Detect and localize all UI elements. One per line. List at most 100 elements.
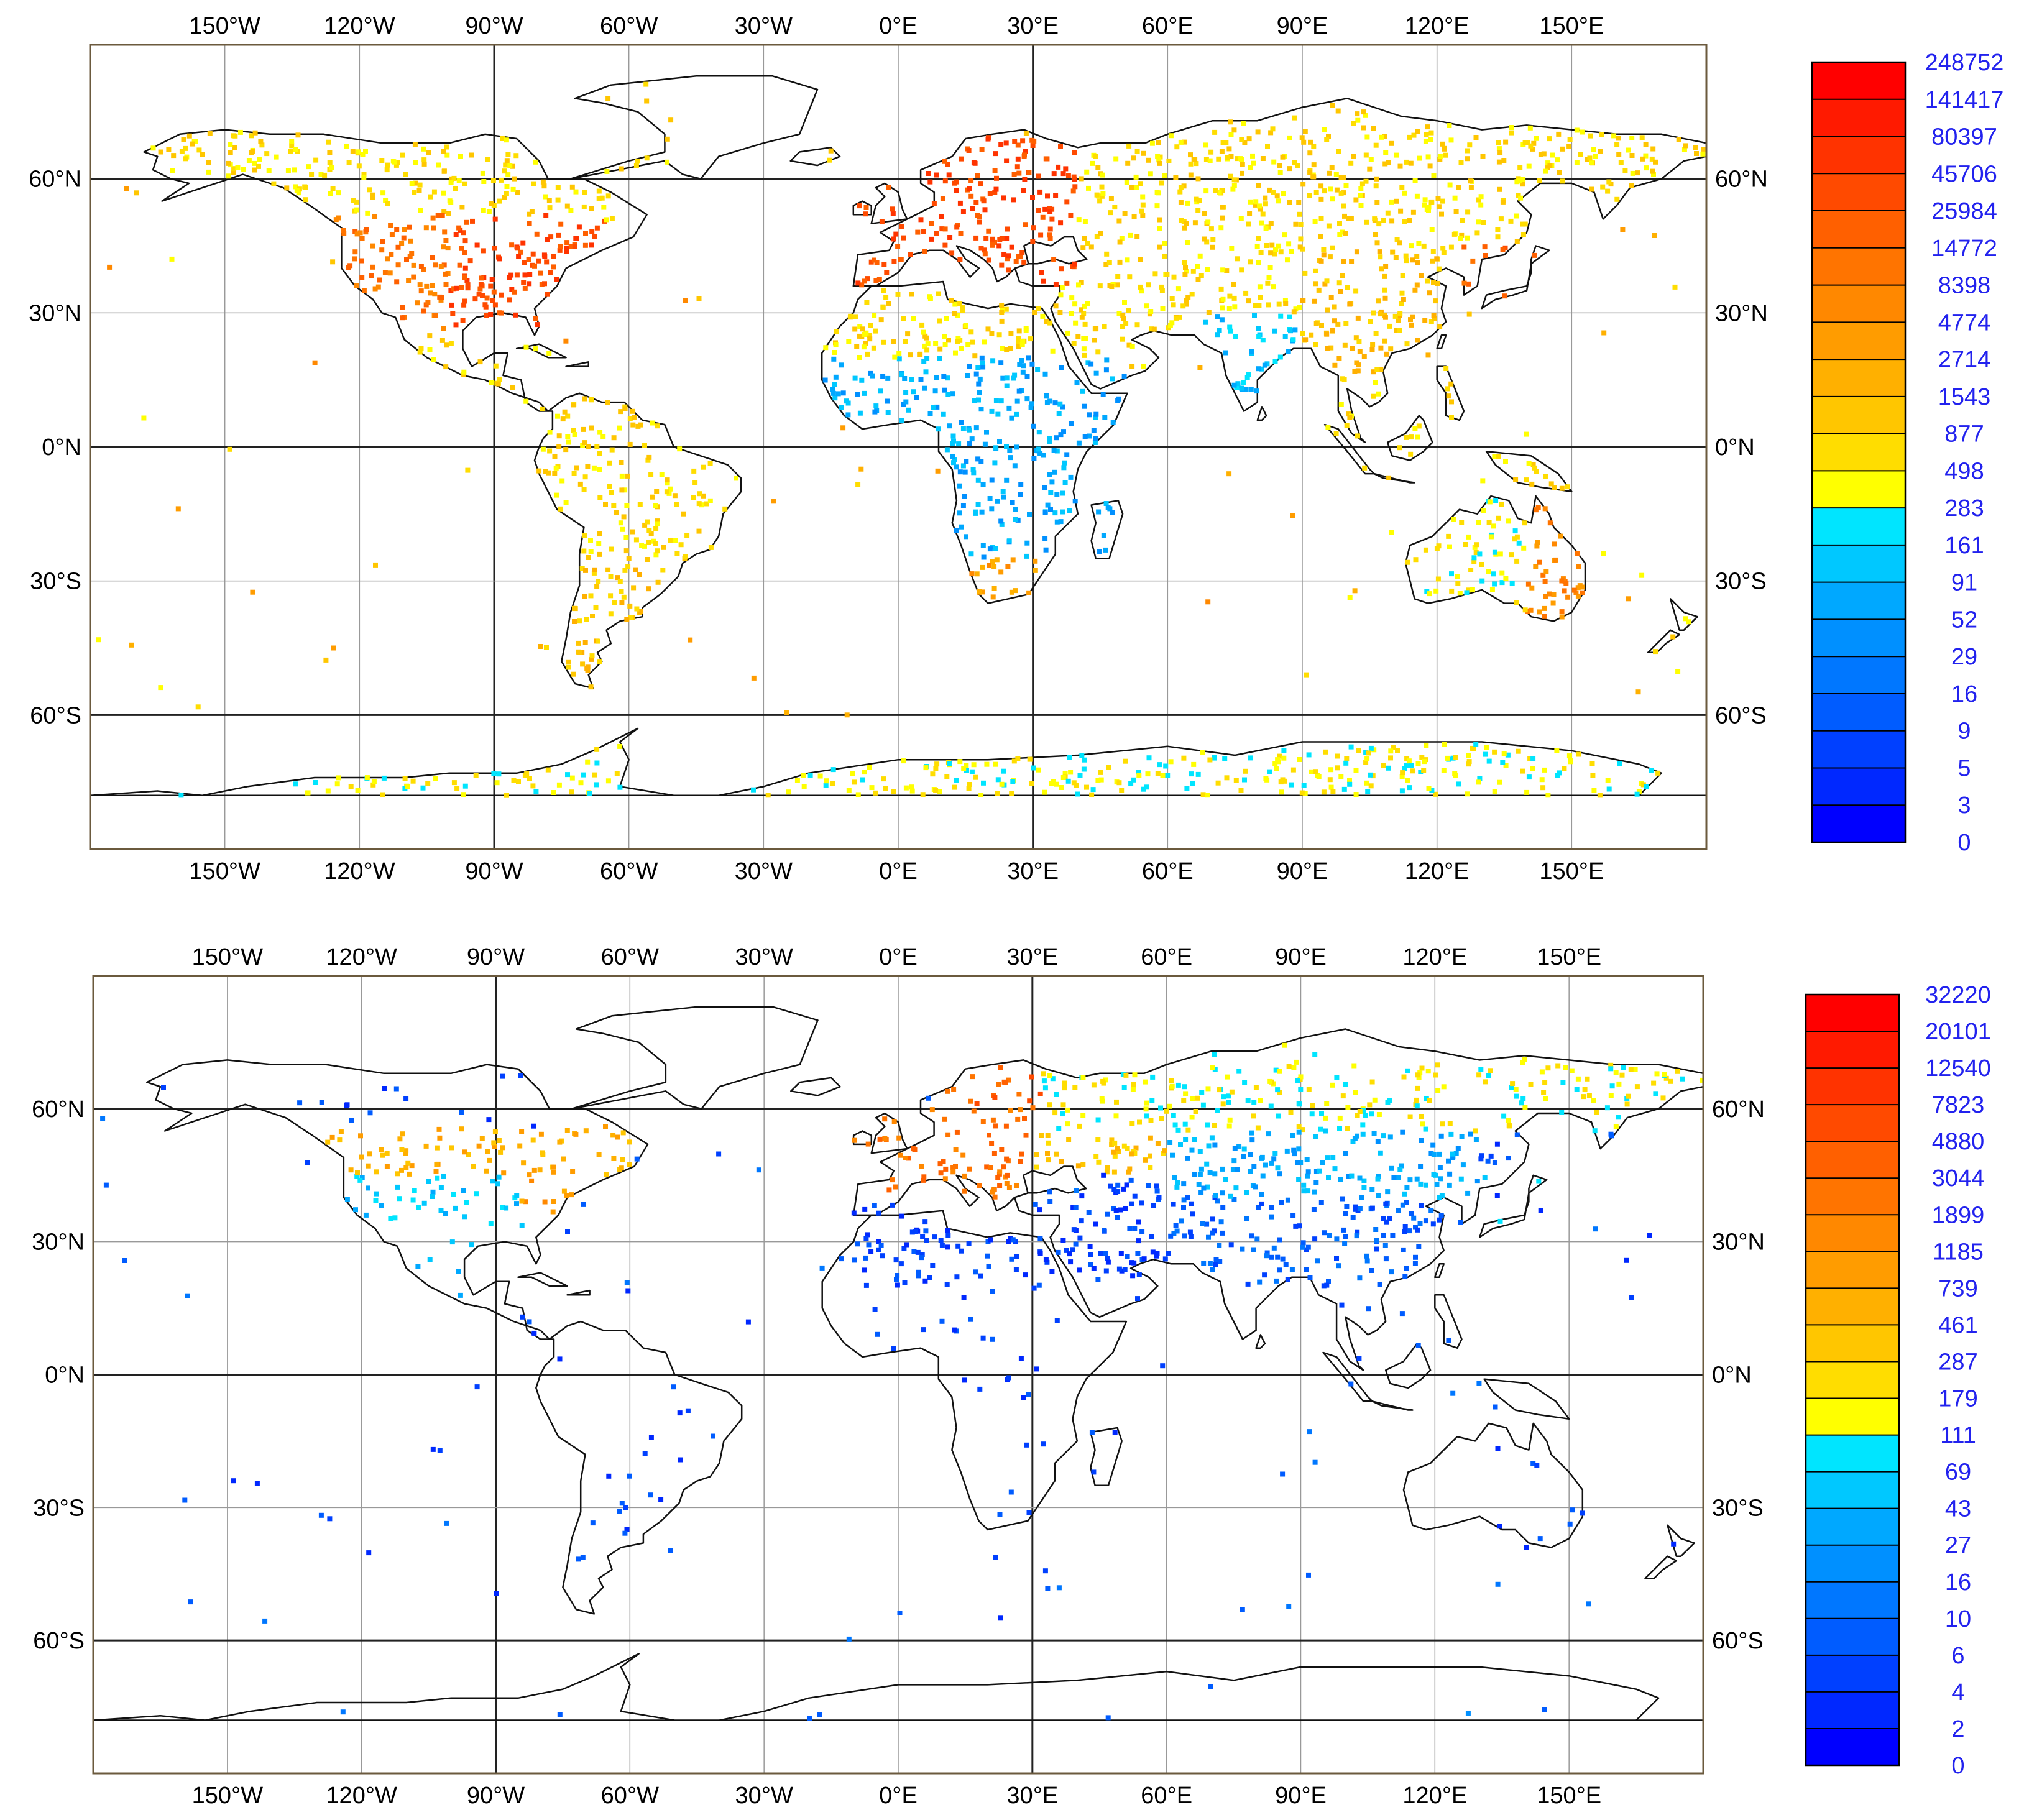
station-marker	[1004, 236, 1010, 241]
colorbar-swatch	[1812, 471, 1905, 508]
station-marker	[1553, 557, 1558, 563]
station-marker	[1096, 1159, 1102, 1165]
station-marker	[420, 785, 426, 791]
station-marker	[337, 1138, 343, 1143]
station-marker	[1047, 1102, 1052, 1108]
station-marker	[1246, 136, 1252, 142]
colorbar-label: 12540	[1925, 1055, 1991, 1082]
station-marker	[1547, 163, 1553, 168]
station-marker	[1528, 1082, 1534, 1087]
station-marker	[1537, 559, 1542, 565]
station-marker	[908, 252, 913, 257]
station-marker	[1442, 146, 1447, 152]
station-marker	[1402, 1191, 1407, 1197]
station-marker	[504, 184, 510, 189]
station-marker	[1135, 1296, 1140, 1302]
station-marker	[1004, 444, 1009, 449]
station-marker	[1008, 455, 1013, 461]
station-marker	[507, 275, 512, 280]
station-marker	[571, 428, 576, 433]
coastline	[1436, 365, 1465, 421]
station-marker	[972, 398, 977, 403]
station-marker	[1167, 1140, 1173, 1145]
station-marker	[581, 487, 587, 492]
colorbar-label: 16	[1945, 1570, 1971, 1596]
colorbar-swatch	[1812, 396, 1905, 434]
station-marker	[863, 1282, 869, 1288]
station-marker	[1420, 1121, 1425, 1127]
station-marker	[1020, 138, 1026, 144]
station-marker	[1269, 242, 1275, 248]
station-marker	[648, 531, 654, 536]
station-marker	[1366, 1306, 1371, 1312]
station-marker	[1230, 186, 1236, 192]
map-layer	[90, 75, 1706, 798]
station-marker	[1276, 301, 1282, 307]
station-marker	[1433, 1072, 1438, 1078]
station-marker	[673, 538, 678, 543]
station-marker	[1212, 1123, 1217, 1128]
station-marker	[404, 257, 409, 262]
station-marker	[1330, 245, 1335, 250]
station-marker	[661, 545, 666, 550]
station-marker	[619, 473, 625, 479]
station-marker	[1423, 1182, 1428, 1188]
station-marker	[322, 172, 328, 178]
station-marker	[1082, 219, 1088, 224]
station-marker	[934, 375, 939, 380]
station-marker	[902, 1280, 908, 1285]
station-marker	[523, 398, 529, 404]
station-marker	[583, 231, 588, 236]
station-marker	[1079, 1193, 1085, 1199]
station-marker	[456, 225, 462, 231]
station-marker	[1345, 1126, 1350, 1131]
station-marker	[428, 194, 433, 200]
station-marker	[1045, 1133, 1051, 1138]
station-marker	[1364, 780, 1369, 786]
station-marker	[1301, 1188, 1307, 1194]
station-marker	[1073, 1241, 1079, 1247]
station-marker	[1514, 239, 1520, 244]
station-marker	[231, 1478, 236, 1484]
station-marker	[1028, 405, 1034, 410]
station-marker	[845, 400, 851, 406]
station-marker	[1448, 137, 1454, 143]
station-marker	[1427, 290, 1432, 296]
station-marker	[400, 305, 405, 310]
station-marker	[1325, 1155, 1330, 1160]
station-marker	[1073, 320, 1079, 326]
station-marker	[1516, 540, 1522, 546]
station-marker	[529, 209, 535, 214]
station-marker	[511, 778, 517, 783]
station-marker	[1591, 1098, 1596, 1103]
colorbar-swatch	[1806, 1288, 1899, 1325]
station-marker	[1069, 295, 1075, 301]
station-marker	[1386, 160, 1391, 165]
colorbar-swatch	[1812, 582, 1905, 620]
station-marker	[1300, 1240, 1306, 1246]
station-marker	[939, 226, 945, 232]
station-marker	[1295, 1078, 1300, 1083]
station-marker	[1316, 774, 1322, 779]
station-marker	[895, 292, 901, 297]
station-marker	[704, 501, 709, 507]
station-marker	[509, 242, 515, 248]
station-marker	[226, 173, 231, 179]
coastline	[1256, 406, 1267, 421]
station-marker	[879, 219, 885, 224]
station-marker	[1387, 323, 1392, 329]
station-marker	[1148, 1153, 1152, 1159]
station-marker	[588, 593, 594, 599]
station-marker	[957, 510, 962, 516]
station-marker	[591, 465, 597, 471]
station-marker	[1016, 339, 1021, 344]
station-marker	[895, 1273, 900, 1278]
station-marker	[590, 614, 595, 618]
station-marker	[817, 1712, 822, 1717]
station-marker	[353, 1207, 358, 1213]
station-marker	[921, 229, 926, 234]
station-marker	[358, 1133, 363, 1139]
station-marker	[1448, 381, 1454, 387]
coastline	[1434, 1294, 1463, 1349]
station-marker	[1093, 154, 1098, 159]
